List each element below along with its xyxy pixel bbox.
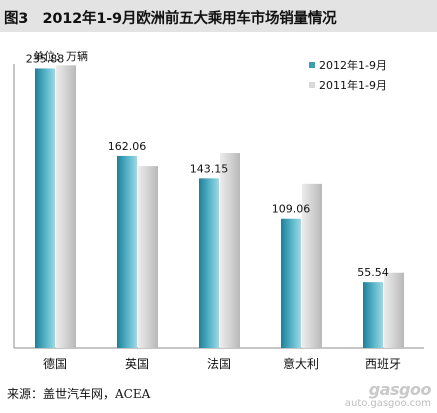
legend-label: 2012年1-9月	[319, 58, 387, 72]
category-label: 德国	[43, 356, 67, 371]
bars-layer	[35, 65, 404, 349]
bar-2012-1	[35, 68, 55, 349]
category-label: 西班牙	[365, 357, 401, 371]
category-label: 法国	[207, 357, 231, 371]
watermark-brand: gasgoo	[368, 380, 432, 399]
source-note: 来源：盖世汽车网，ACEA	[7, 387, 151, 401]
unit-label: 单位：万辆	[33, 50, 88, 63]
labels-layer: 235.88 德国 162.06 英国 143.15 法国 109.06 意大利 55.54 西班…	[26, 52, 401, 371]
legend-swatch	[309, 62, 315, 68]
data-label: 143.15	[190, 162, 229, 175]
watermark-url: auto.gasgoo.com	[344, 398, 431, 409]
bar-2011-4	[302, 183, 322, 348]
title-bar: 图3 2012年1-9月欧洲前五大乘用车市场销量情况	[0, 0, 437, 32]
bar-2012-2	[117, 155, 137, 348]
chart-title: 图3 2012年1-9月欧洲前五大乘用车市场销量情况	[4, 11, 337, 27]
category-label: 英国	[125, 357, 149, 371]
legend: 2012年1-9月 2011年1-9月	[309, 58, 387, 92]
bar-2011-2	[138, 166, 158, 348]
watermark-logo: gasgoo auto.gasgoo.com	[344, 380, 432, 409]
bar-2012-5	[363, 282, 383, 348]
bar-2012-4	[281, 218, 301, 348]
legend-swatch	[309, 82, 315, 88]
legend-label: 2011年1-9月	[319, 78, 387, 92]
bar-2012-3	[199, 178, 219, 348]
bar-2011-3	[220, 153, 240, 348]
category-label: 意大利	[283, 356, 319, 371]
data-label: 162.06	[108, 140, 147, 153]
bar-2011-5	[384, 272, 404, 348]
bar-2011-1	[56, 65, 76, 348]
data-label: 55.54	[357, 266, 389, 279]
data-label: 109.06	[272, 203, 311, 216]
data-label: 235.88	[26, 52, 65, 65]
